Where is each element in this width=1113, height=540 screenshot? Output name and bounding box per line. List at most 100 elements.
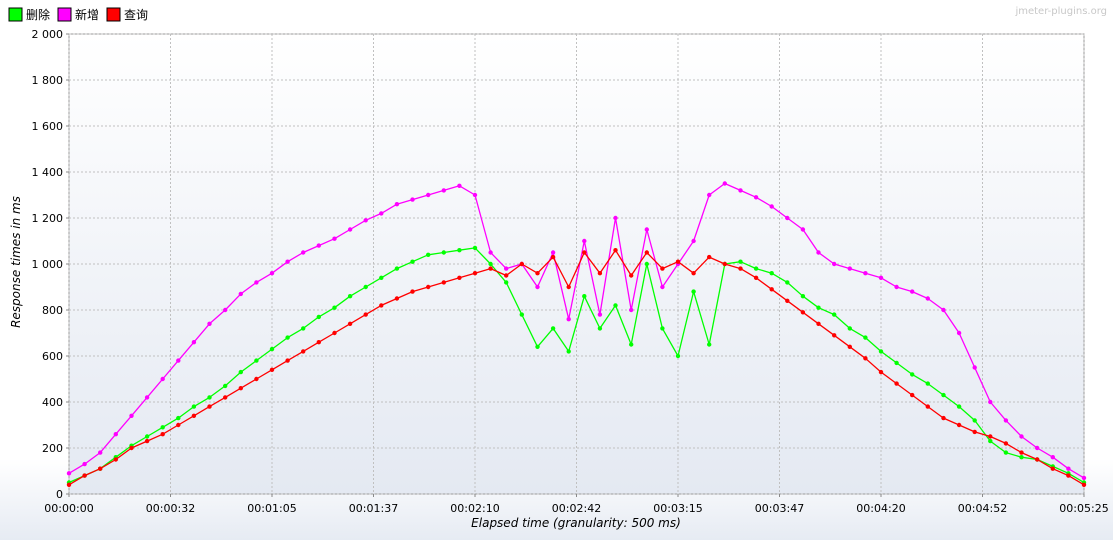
legend-item[interactable]: 查询 — [106, 7, 148, 22]
data-point — [176, 422, 181, 428]
data-point — [988, 438, 993, 444]
data-point — [394, 202, 400, 207]
data-point — [176, 358, 181, 363]
data-point — [1019, 434, 1024, 439]
data-point — [160, 376, 165, 382]
data-point — [410, 197, 415, 202]
x-axis-title: Elapsed time (granularity: 500 ms) — [471, 516, 681, 530]
data-point — [597, 271, 603, 276]
legend-label: 新增 — [75, 7, 99, 22]
data-point — [925, 381, 930, 386]
x-tick-label: 00:04:52 — [958, 502, 1007, 515]
data-point — [1050, 455, 1056, 460]
data-point — [301, 250, 306, 255]
data-point — [785, 215, 790, 221]
data-point — [847, 266, 852, 271]
data-point — [675, 259, 681, 264]
data-point — [332, 330, 337, 336]
data-point — [441, 280, 446, 285]
data-point — [629, 342, 634, 347]
data-point — [644, 227, 649, 232]
data-point — [878, 369, 884, 375]
data-point — [191, 413, 197, 418]
x-tick-label: 00:05:25 — [1059, 502, 1108, 515]
data-point — [769, 287, 774, 292]
data-point — [1081, 475, 1087, 481]
data-point — [956, 330, 962, 336]
data-point — [254, 358, 259, 363]
data-point — [269, 271, 275, 276]
data-point — [363, 284, 368, 290]
data-point — [160, 432, 165, 437]
data-point — [535, 271, 540, 276]
data-point — [769, 204, 774, 209]
data-point — [863, 335, 868, 340]
data-point — [956, 422, 962, 428]
data-point — [363, 312, 368, 317]
legend-item[interactable]: 删除 — [8, 7, 50, 22]
data-point — [894, 381, 899, 386]
x-tick-label: 00:02:42 — [552, 502, 601, 515]
data-point — [800, 310, 806, 315]
data-point — [707, 192, 712, 198]
series-查询 — [66, 248, 1087, 487]
data-point — [379, 303, 384, 308]
data-point — [972, 429, 977, 435]
data-point — [550, 250, 556, 255]
data-point — [504, 280, 509, 285]
data-point — [941, 307, 946, 313]
data-point — [894, 284, 899, 290]
data-point — [1003, 418, 1009, 423]
data-point — [847, 326, 852, 331]
data-point — [972, 418, 977, 423]
data-point — [550, 326, 556, 331]
data-point — [691, 271, 696, 276]
data-point — [347, 227, 353, 232]
legend: 删除 新增 查询 — [8, 7, 148, 22]
data-point — [988, 399, 993, 405]
legend-label: 删除 — [26, 7, 50, 22]
data-point — [519, 312, 524, 317]
data-point — [863, 271, 868, 276]
data-point — [738, 188, 743, 193]
data-point — [1035, 445, 1040, 451]
series-layer — [66, 181, 1087, 487]
data-point — [894, 360, 899, 366]
data-point — [113, 457, 119, 462]
series-line — [68, 182, 1085, 479]
data-point — [488, 250, 493, 255]
y-tick-label: 2 000 — [32, 28, 64, 41]
y-tick-label: 1 000 — [32, 258, 64, 271]
data-point — [301, 326, 306, 331]
data-point — [597, 326, 603, 331]
data-point — [176, 415, 181, 421]
data-point — [660, 326, 665, 331]
data-point — [847, 344, 852, 349]
watermark: jmeter-plugins.org — [1014, 6, 1107, 17]
data-point — [738, 259, 743, 264]
data-point — [472, 271, 478, 276]
data-point — [660, 266, 665, 271]
legend-item[interactable]: 新增 — [57, 7, 99, 22]
x-tick-label: 00:03:47 — [755, 502, 804, 515]
data-point — [816, 305, 821, 310]
series-删除 — [66, 245, 1087, 485]
data-point — [144, 434, 150, 439]
data-point — [316, 314, 321, 320]
data-point — [82, 473, 87, 478]
data-point — [613, 215, 618, 221]
x-tick-label: 00:00:32 — [146, 502, 195, 515]
data-point — [535, 344, 540, 349]
data-point — [1066, 473, 1071, 478]
data-point — [379, 211, 384, 216]
data-point — [1003, 441, 1009, 446]
data-point — [941, 392, 946, 398]
x-tick-label: 00:01:05 — [247, 502, 296, 515]
data-point — [332, 236, 337, 241]
data-point — [223, 395, 228, 400]
data-point — [472, 245, 478, 251]
data-point — [878, 349, 884, 354]
data-point — [254, 280, 259, 285]
data-point — [1019, 450, 1024, 455]
